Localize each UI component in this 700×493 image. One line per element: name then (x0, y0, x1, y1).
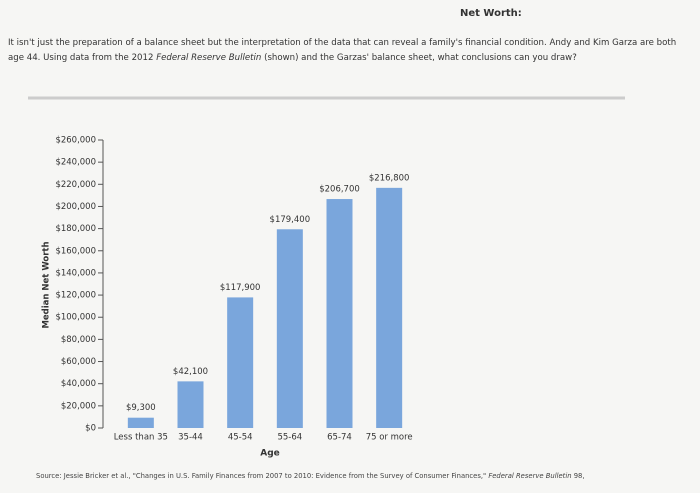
bar (376, 187, 403, 428)
x-axis-label: Age (260, 449, 280, 459)
y-tick-label: $140,000 (55, 268, 96, 278)
y-tick-label: $80,000 (61, 335, 96, 345)
x-tick-label: 65-74 (327, 433, 352, 443)
bar (227, 297, 254, 428)
value-label: $9,300 (126, 403, 156, 413)
y-tick-label: $160,000 (55, 246, 96, 256)
source-box: Source: Jessie Bricker et al., "Changes … (36, 472, 700, 480)
y-axis-label: Median Net Worth (42, 241, 52, 328)
y-tick-label: $260,000 (55, 136, 96, 146)
y-tick-label: $120,000 (55, 291, 96, 301)
y-tick-label: $200,000 (55, 202, 96, 212)
source-text: Source: Jessie Bricker et al., "Changes … (36, 472, 489, 480)
bar (127, 417, 154, 428)
y-tick-label: $220,000 (55, 180, 96, 190)
bar (326, 199, 353, 428)
value-label: $42,100 (173, 367, 208, 377)
y-tick-label: $60,000 (61, 357, 96, 367)
question: It isn't just the preparation of a balan… (8, 36, 678, 66)
bar (177, 381, 204, 428)
header-title: Net Worth: (460, 8, 522, 19)
question-italic: Federal Reserve Bulletin (156, 53, 262, 63)
y-tick-label: $0 (85, 424, 96, 434)
value-label: $216,800 (369, 173, 410, 183)
value-label: $117,900 (220, 283, 261, 293)
x-tick-label: 55-64 (277, 433, 302, 443)
value-label: $206,700 (319, 185, 360, 195)
value-label: $179,400 (270, 215, 311, 225)
question-text: It isn't just the preparation of a balan… (8, 38, 677, 63)
question-box: It isn't just the preparation of a balan… (8, 36, 678, 66)
y-tick-label: $40,000 (61, 379, 96, 389)
source-text: 98, (571, 472, 585, 480)
source-italic: Federal Reserve Bulletin (488, 472, 572, 480)
x-tick-label: 45-54 (228, 433, 253, 443)
y-tick-label: $240,000 (55, 158, 96, 168)
y-tick-label: $20,000 (61, 401, 96, 411)
bar (276, 229, 303, 428)
source: Source: Jessie Bricker et al., "Changes … (36, 472, 700, 480)
question-text: (shown) and the Garzas' balance sheet, w… (261, 53, 577, 63)
x-tick-label: 35-44 (178, 433, 203, 443)
x-tick-label: 75 or more (366, 433, 413, 443)
y-tick-label: $180,000 (55, 224, 96, 234)
y-tick-label: $100,000 (55, 313, 96, 323)
x-tick-label: Less than 35 (114, 433, 168, 443)
